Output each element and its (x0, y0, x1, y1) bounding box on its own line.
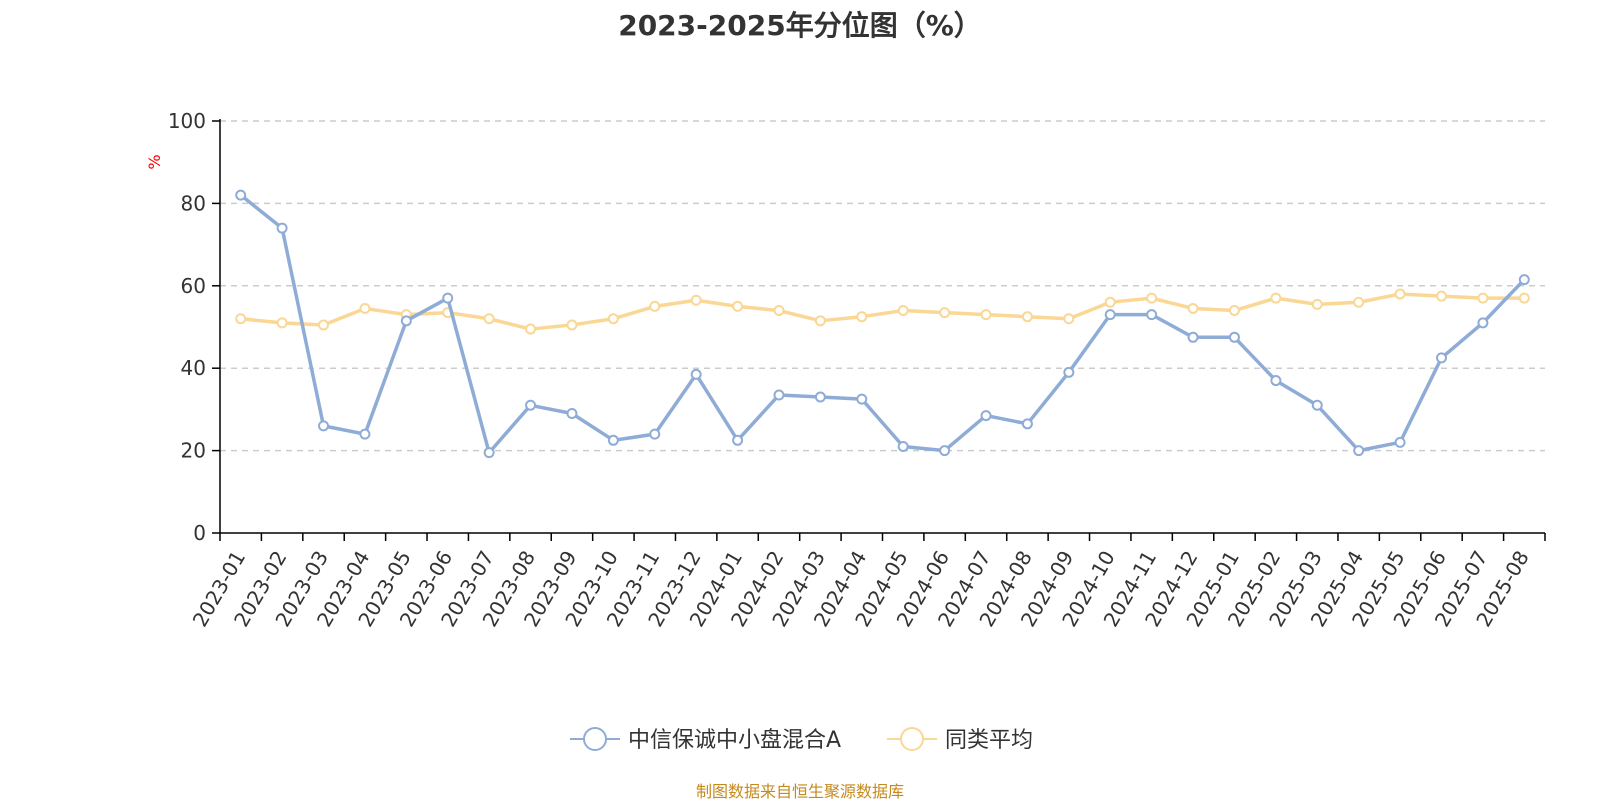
data-point[interactable] (359, 302, 371, 314)
data-point[interactable] (1270, 292, 1282, 304)
data-point[interactable] (1311, 399, 1323, 411)
data-point[interactable] (814, 391, 826, 403)
data-point[interactable] (1104, 296, 1116, 308)
data-point[interactable] (1146, 309, 1158, 321)
legend[interactable]: 中信保诚中小盘混合A 同类平均 (570, 727, 1033, 753)
series-1 (235, 288, 1530, 335)
data-point[interactable] (939, 307, 951, 319)
data-point[interactable] (1187, 302, 1199, 314)
data-point[interactable] (276, 222, 288, 234)
legend-item-1[interactable]: 同类平均 (887, 727, 1033, 753)
data-point[interactable] (773, 305, 785, 317)
y-tick-label: 60 (181, 274, 206, 298)
data-point[interactable] (318, 319, 330, 331)
data-point[interactable] (1311, 298, 1323, 310)
data-point[interactable] (690, 294, 702, 306)
data-point[interactable] (732, 300, 744, 312)
data-point[interactable] (1063, 313, 1075, 325)
data-point[interactable] (607, 313, 619, 325)
data-point[interactable] (856, 393, 868, 405)
data-point[interactable] (649, 300, 661, 312)
data-point[interactable] (318, 420, 330, 432)
series-line (240, 292, 1525, 331)
legend-item-0[interactable]: 中信保诚中小盘混合A (570, 727, 841, 753)
data-point[interactable] (1477, 292, 1489, 304)
series-lines (235, 189, 1530, 459)
data-point[interactable] (276, 317, 288, 329)
data-point[interactable] (1518, 292, 1530, 304)
data-point[interactable] (235, 189, 247, 201)
data-point[interactable] (1187, 331, 1199, 343)
data-point[interactable] (566, 408, 578, 420)
data-point[interactable] (897, 440, 909, 452)
data-point[interactable] (1353, 296, 1365, 308)
data-point[interactable] (607, 434, 619, 446)
legend-label: 中信保诚中小盘混合A (628, 728, 841, 753)
data-point[interactable] (1353, 445, 1365, 457)
series-line (239, 193, 1526, 455)
data-point[interactable] (525, 399, 537, 411)
y-tick-label: 20 (181, 439, 206, 463)
data-point[interactable] (897, 305, 909, 317)
data-point[interactable] (1394, 436, 1406, 448)
data-point[interactable] (856, 311, 868, 323)
data-point[interactable] (1146, 292, 1158, 304)
legend-marker (583, 727, 607, 751)
data-point[interactable] (773, 389, 785, 401)
data-point[interactable] (525, 323, 537, 335)
legend-label: 同类平均 (945, 728, 1033, 753)
axes: 0204060801002023-012023-022023-032023-04… (168, 109, 1546, 631)
source-note: 制图数据来自恒生聚源数据库 (695, 782, 904, 801)
chart-title: 2023-2025年分位图（%） (618, 9, 982, 42)
data-point[interactable] (814, 315, 826, 327)
data-point[interactable] (1435, 352, 1447, 364)
data-point[interactable] (1104, 309, 1116, 321)
data-point[interactable] (400, 315, 412, 327)
data-point[interactable] (359, 428, 371, 440)
data-point[interactable] (649, 428, 661, 440)
data-point[interactable] (1435, 290, 1447, 302)
data-point[interactable] (1477, 317, 1489, 329)
data-point[interactable] (939, 445, 951, 457)
data-point[interactable] (1063, 366, 1075, 378)
data-point[interactable] (442, 292, 454, 304)
series-0 (235, 189, 1530, 459)
data-point[interactable] (1021, 418, 1033, 430)
data-point[interactable] (1228, 305, 1240, 317)
data-point[interactable] (1518, 274, 1530, 286)
data-point[interactable] (980, 410, 992, 422)
y-tick-label: 80 (181, 191, 206, 215)
data-point[interactable] (1021, 311, 1033, 323)
data-point[interactable] (235, 313, 247, 325)
y-tick-label: 100 (168, 109, 206, 133)
grid-lines (220, 120, 1545, 452)
data-point[interactable] (483, 447, 495, 459)
data-point[interactable] (690, 368, 702, 380)
data-point[interactable] (483, 313, 495, 325)
data-point[interactable] (980, 309, 992, 321)
data-point[interactable] (1270, 375, 1282, 387)
y-tick-label: 0 (193, 521, 206, 545)
legend-marker (900, 727, 924, 751)
y-axis-label: % (145, 154, 164, 169)
data-point[interactable] (1394, 288, 1406, 300)
data-point[interactable] (566, 319, 578, 331)
y-tick-label: 40 (181, 356, 206, 380)
data-point[interactable] (1228, 331, 1240, 343)
data-point[interactable] (732, 434, 744, 446)
